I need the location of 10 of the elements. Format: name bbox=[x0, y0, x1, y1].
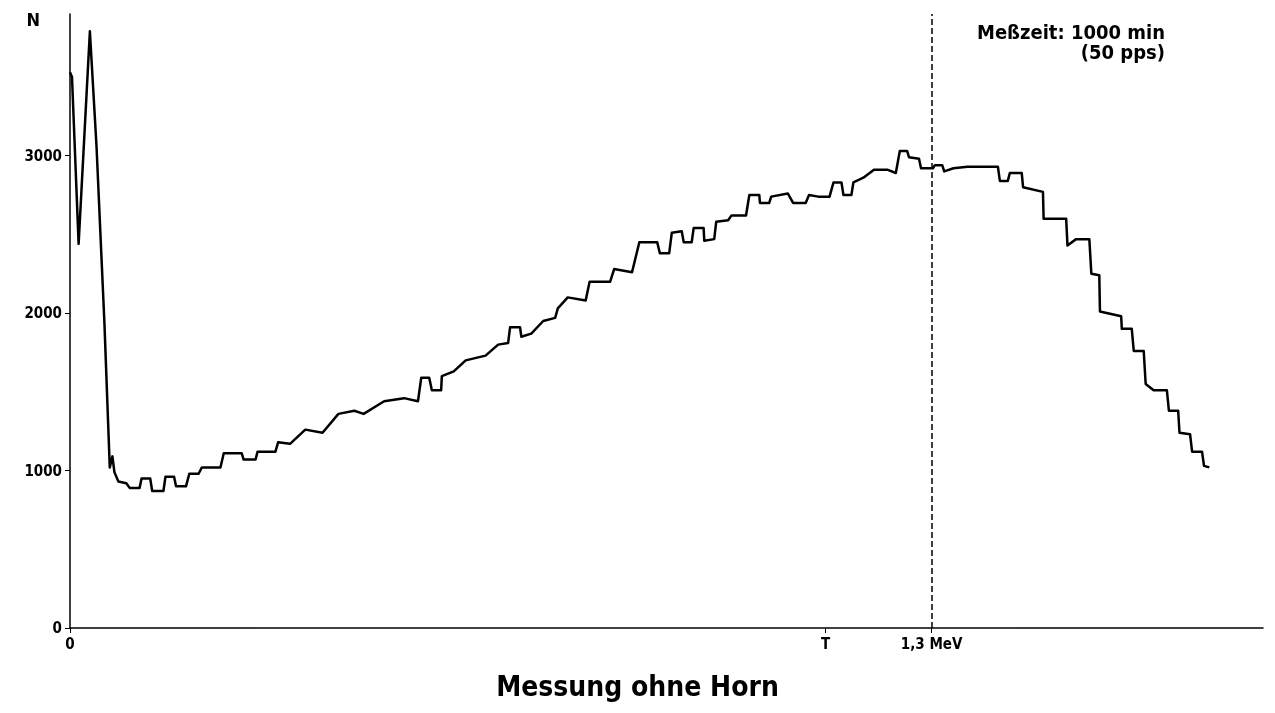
annotation: Meßzeit: 1000 min (50 pps) bbox=[976, 20, 1165, 64]
y-tick-label: 3000 bbox=[24, 146, 62, 165]
x-tick-label: 1,3 MeV bbox=[900, 634, 963, 653]
y-tick-label: 0 bbox=[52, 619, 62, 637]
text: Messung ohne Horn bbox=[496, 669, 779, 703]
x-tick-label: T bbox=[820, 634, 831, 653]
y-tick-label: 1000 bbox=[24, 461, 62, 480]
y-axis-title: N bbox=[26, 8, 40, 30]
x-tick-label: 0 bbox=[65, 634, 75, 653]
y-tick-label: 2000 bbox=[24, 304, 62, 323]
